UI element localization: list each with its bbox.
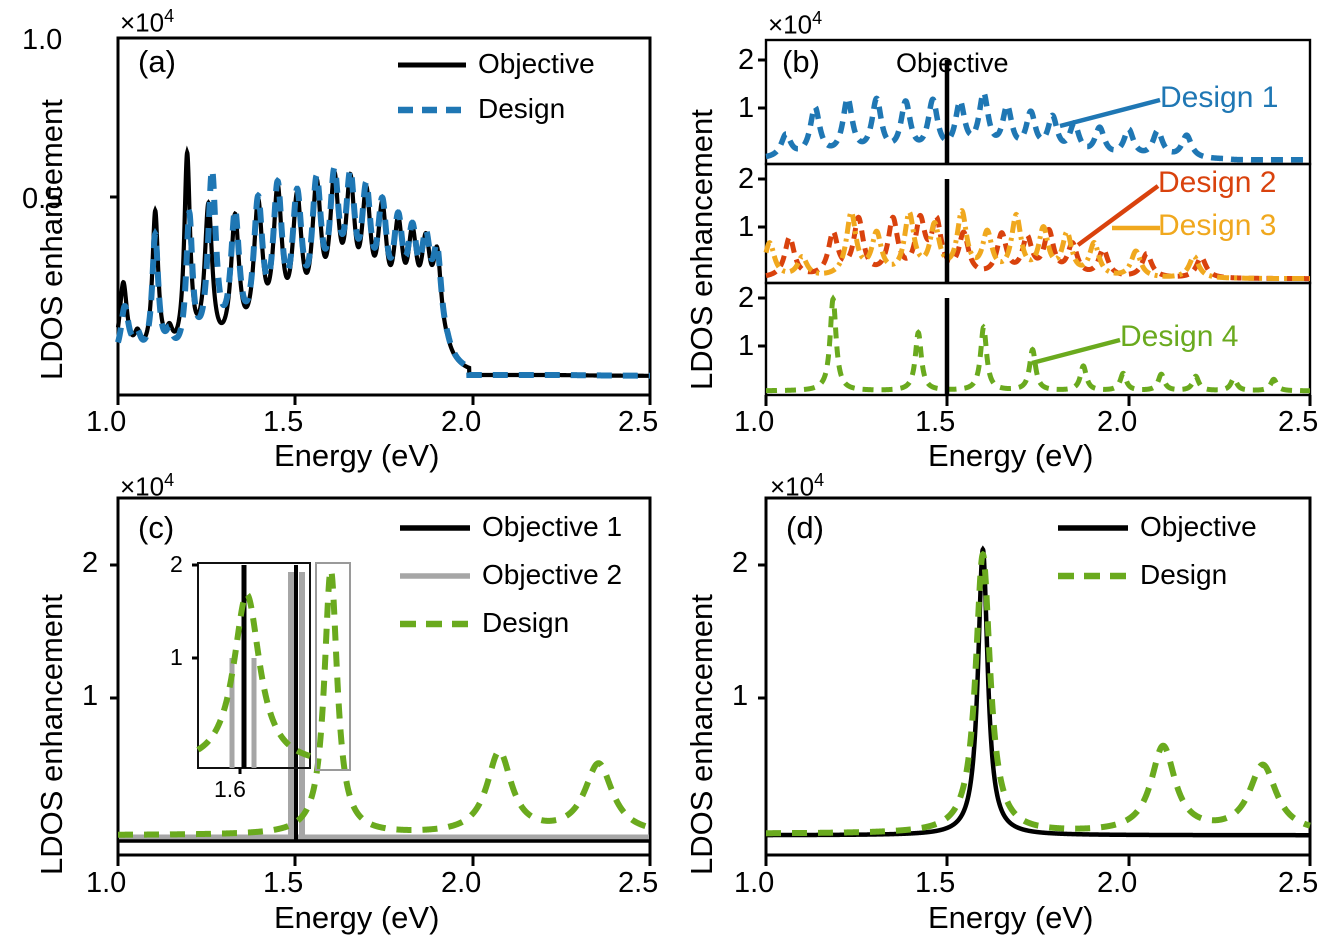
panel-b-design-3-label: Design 3 <box>1158 209 1277 242</box>
panel-c-legend <box>400 525 470 628</box>
panel-b-xtick-2: 2.0 <box>1097 406 1138 438</box>
panel-a-exponent: ×104 <box>120 6 174 39</box>
panel-a-xtick-3: 2.5 <box>618 406 659 438</box>
panel-d-xtick-1: 1.5 <box>915 867 956 899</box>
panel-d-ytick-1: 1 <box>732 680 749 712</box>
panel-b-sub1-ytick-2: 2 <box>738 44 755 76</box>
panel-a-xtick-0: 1.0 <box>86 406 127 438</box>
panel-a-x-axis-label: Energy (eV) <box>274 438 440 473</box>
exponent-mantissa-b: ×10 <box>768 9 813 40</box>
panel-a-legend-label-objective: Objective <box>478 48 595 79</box>
panel-a-objective-curve <box>115 145 650 378</box>
panel-b-subpanel-1-design1-curve <box>765 60 1310 164</box>
panel-b-objective-annotation: Objective <box>896 48 1009 78</box>
panel-d-plot <box>758 496 1312 866</box>
panel-c-xtick-3: 2.5 <box>618 867 659 899</box>
panel-c-legend-label-design: Design <box>482 607 570 638</box>
panel-b-label: (b) <box>782 44 820 79</box>
panel-b: LDOS enhancement ×104 2 1 2 1 2 1 (b) Ob… <box>660 0 1324 473</box>
panel-c-x-axis-label: Energy (eV) <box>274 900 440 935</box>
panel-c-ytick-2: 2 <box>82 547 99 579</box>
panel-b-sub3-ytick-2: 2 <box>738 282 755 314</box>
panel-c-inset <box>192 562 351 774</box>
panel-d-xtick-0: 1.0 <box>734 867 775 899</box>
panel-a-design-curve <box>115 164 650 379</box>
panel-b-leader-line-design2 <box>1076 184 1160 247</box>
panel-d: LDOS enhancement ×104 2 1 (d) Objective … <box>660 460 1324 948</box>
panel-c-objective1-curve <box>119 565 649 843</box>
panel-c-objective2-baseline <box>119 572 649 842</box>
panel-c-inset-xtick: 1.6 <box>214 776 246 802</box>
panel-c-plot <box>110 496 652 866</box>
panel-d-legend-label-design: Design <box>1140 559 1228 590</box>
panel-a-ytick-1: 1.0 <box>22 24 63 56</box>
exponent-power-c: 4 <box>164 470 175 490</box>
panel-d-xtick-2: 2.0 <box>1097 867 1138 899</box>
panel-d-design-curve <box>766 550 1311 837</box>
exponent-power-d: 4 <box>814 470 825 490</box>
panel-c-label: (c) <box>138 510 175 545</box>
panel-a: LDOS enhancement ×104 1.0 0.5 (a) Object… <box>0 0 660 473</box>
panel-c-ytick-1: 1 <box>82 680 99 712</box>
panel-c-inset-ytick-2: 2 <box>170 551 183 577</box>
panel-b-design-1-label: Design 1 <box>1160 81 1279 114</box>
panel-b-xtick-3: 2.5 <box>1278 406 1319 438</box>
panel-b-sub2-ytick-1: 1 <box>738 211 755 243</box>
panel-a-legend-label-design: Design <box>478 93 566 124</box>
panel-b-x-axis-label: Energy (eV) <box>928 438 1094 473</box>
panel-b-exponent: ×104 <box>768 8 822 41</box>
panel-b-design-4-label: Design 4 <box>1120 320 1239 353</box>
panel-d-legend <box>1058 525 1128 580</box>
panel-c-legend-label-objective1: Objective 1 <box>482 511 623 542</box>
panel-d-label: (d) <box>786 510 824 545</box>
panel-a-xtick-2: 2.0 <box>441 406 482 438</box>
panel-b-xtick-1: 1.5 <box>915 406 956 438</box>
panel-b-leader-line-design4 <box>1031 337 1121 366</box>
panel-b-subpanel-2-design2-curve <box>763 179 1310 283</box>
panel-d-legend-label-objective: Objective <box>1140 511 1257 542</box>
panel-d-xtick-3: 2.5 <box>1278 867 1319 899</box>
panel-a-label: (a) <box>138 44 176 79</box>
panel-c-xtick-2: 2.0 <box>441 867 482 899</box>
panel-b-plot <box>758 38 1312 406</box>
panel-d-x-axis-label: Energy (eV) <box>928 900 1094 935</box>
panel-b-sub3-ytick-1: 1 <box>738 330 755 362</box>
panel-b-sub1-ytick-1: 1 <box>738 92 755 124</box>
panel-c: LDOS enhancement ×104 2 1 (c) <box>0 460 660 948</box>
panel-a-plot <box>110 36 652 405</box>
panel-b-leader-line-design1 <box>1059 97 1161 129</box>
exponent-power-b: 4 <box>812 8 823 28</box>
panel-c-xtick-1: 1.5 <box>263 867 304 899</box>
panel-c-legend-label-objective2: Objective 2 <box>482 559 623 590</box>
panel-d-objective-curve <box>766 545 1310 838</box>
panel-c-inset-ytick-1: 1 <box>170 644 183 670</box>
panel-b-subpanel-3-design4-curve <box>766 294 1310 395</box>
exponent-mantissa: ×10 <box>120 7 165 38</box>
panel-c-design-curve <box>118 565 651 838</box>
panel-d-ytick-2: 2 <box>732 547 749 579</box>
panel-a-xtick-1: 1.5 <box>263 406 304 438</box>
exponent-power: 4 <box>164 6 175 26</box>
panel-a-legend <box>398 62 466 114</box>
panel-c-xtick-0: 1.0 <box>86 867 127 899</box>
panel-a-ytick-0: 0.5 <box>22 183 63 215</box>
panel-b-sub2-ytick-2: 2 <box>738 163 755 195</box>
panel-b-design-2-label: Design 2 <box>1158 166 1277 199</box>
panel-b-xtick-0: 1.0 <box>734 406 775 438</box>
